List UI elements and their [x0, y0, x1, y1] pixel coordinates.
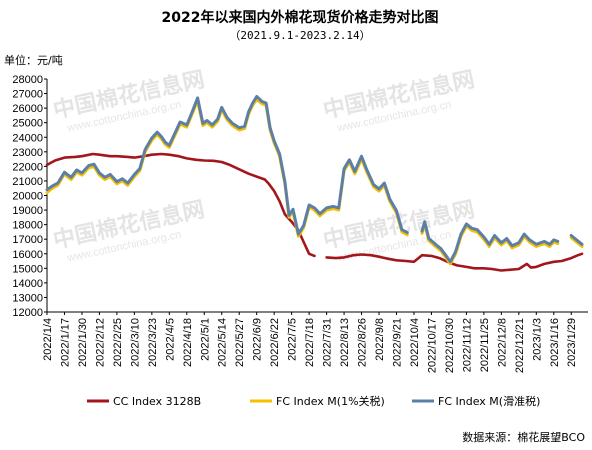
- y-tick-label: 17000: [12, 234, 43, 246]
- y-tick-label: 27000: [12, 89, 43, 101]
- series-layer: [45, 95, 584, 272]
- x-tick-label: 2022/10/17: [426, 318, 438, 373]
- x-tick-label: 2022/12/21: [514, 318, 526, 373]
- x-tick-label: 2022/5/14: [217, 318, 229, 367]
- y-tick-label: 26000: [12, 103, 43, 115]
- x-tick-label: 2022/3/23: [147, 318, 159, 367]
- x-tick-label: 2022/8/26: [357, 318, 369, 367]
- chart-title: 2022年以来国内外棉花现货价格走势对比图: [162, 9, 439, 26]
- x-tick-label: 2022/5/27: [234, 318, 246, 367]
- y-tick-label: 13000: [12, 292, 43, 304]
- y-tick-label: 18000: [12, 220, 43, 232]
- x-tick-label: 2023/1/29: [566, 318, 578, 367]
- x-tick-label: 2022/1/4: [42, 318, 54, 361]
- x-tick-label: 2022/7/5: [287, 318, 299, 361]
- unit-label: 单位：元/吨: [4, 53, 63, 67]
- x-tick-label: 2022/1/30: [77, 318, 89, 367]
- x-axis: 2022/1/4 2022/1/17 2022/1/30 2022/2/12 2022/…: [42, 312, 578, 373]
- x-tick-label: 2022/5/1: [199, 318, 211, 361]
- y-tick-label: 14000: [12, 278, 43, 290]
- y-tick-label: 16000: [12, 249, 43, 261]
- x-tick-label: 2022/6/22: [269, 318, 281, 367]
- legend-label: CC Index 3128B: [113, 395, 201, 408]
- x-tick-label: 2022/2/25: [112, 318, 124, 367]
- y-tick-label: 28000: [12, 74, 43, 86]
- x-tick-label: 2022/4/5: [164, 318, 176, 361]
- x-tick-label: 2022/7/18: [304, 318, 316, 367]
- y-tick-label: 21000: [12, 176, 43, 188]
- x-tick-label: 2022/9/21: [391, 318, 403, 367]
- x-tick-label: 2022/4/18: [182, 318, 194, 367]
- x-tick-label: 2022/8/13: [339, 318, 351, 367]
- x-tick-label: 2022/10/4: [409, 318, 421, 367]
- series-line-1: [45, 152, 584, 272]
- x-tick-label: 2022/10/30: [444, 318, 456, 373]
- y-tick-label: 25000: [12, 118, 43, 130]
- source-note: 数据来源：棉花展望BCO: [462, 430, 585, 444]
- x-tick-label: 2022/3/10: [129, 318, 141, 367]
- x-tick-label: 2022/6/9: [252, 318, 264, 361]
- y-tick-label: 22000: [12, 161, 43, 173]
- x-tick-label: 2022/11/25: [479, 318, 491, 372]
- series-line-3: [45, 95, 584, 264]
- x-tick-label: 2022/9/8: [374, 318, 386, 361]
- x-tick-label: 2023/1/3: [531, 318, 543, 361]
- x-tick-label: 2023/1/16: [549, 318, 561, 367]
- y-tick-label: 20000: [12, 191, 43, 203]
- x-tick-label: 2022/2/12: [94, 318, 106, 367]
- x-tick-label: 2022/12/8: [496, 318, 508, 367]
- legend: CC Index 3128B FC Index M(1%关税) FC Index M…: [87, 394, 540, 408]
- legend-label: FC Index M(1%关税): [276, 394, 385, 408]
- chart-subtitle: （2021.9.1-2023.2.14）: [229, 29, 370, 42]
- x-tick-label: 2022/7/31: [322, 318, 334, 367]
- y-tick-label: 12000: [12, 307, 43, 319]
- y-axis: 12000 13000 14000 15000 16000 17000 18000 19000…: [12, 74, 47, 319]
- y-tick-label: 19000: [12, 205, 43, 217]
- x-tick-label: 2022/1/17: [59, 318, 71, 367]
- y-tick-label: 24000: [12, 132, 43, 144]
- legend-label: FC Index M(滑准税): [438, 394, 540, 408]
- y-tick-label: 15000: [12, 263, 43, 275]
- y-tick-label: 23000: [12, 147, 43, 159]
- x-tick-label: 2022/11/12: [461, 318, 473, 372]
